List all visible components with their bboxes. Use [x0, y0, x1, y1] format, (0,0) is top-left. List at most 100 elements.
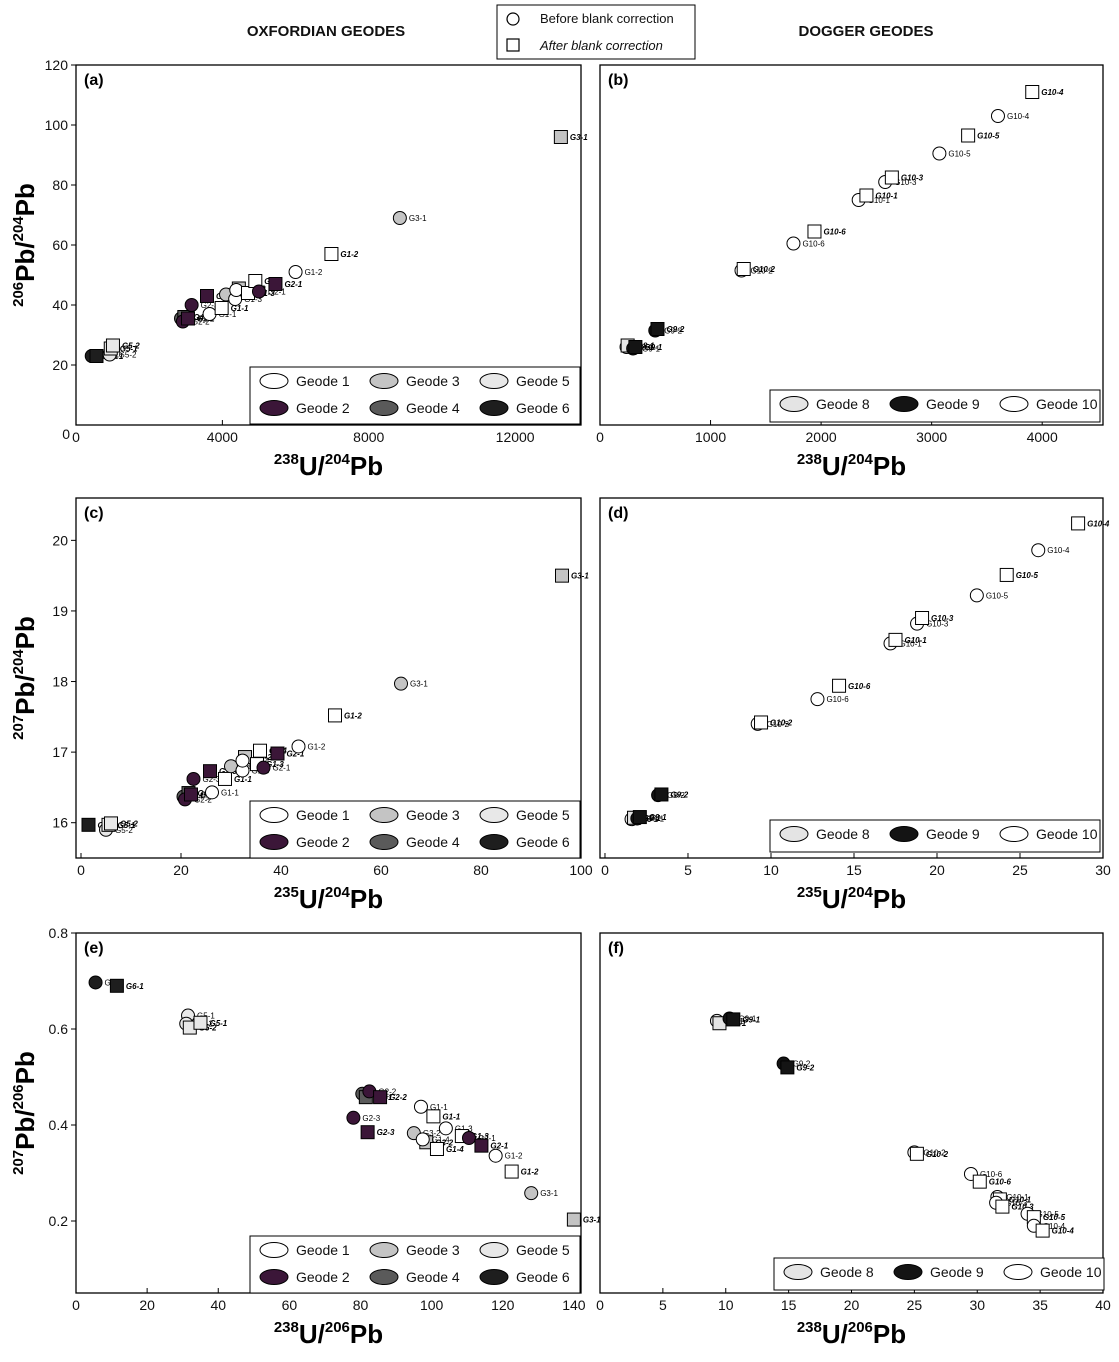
legend-frame	[249, 800, 581, 859]
point-label: G9-2	[664, 327, 682, 336]
legend-swatch	[369, 834, 399, 850]
after-point	[474, 1138, 489, 1153]
panel-f: 0510152025303540(f)238U/206PbG8-1G8-1G9-…	[596, 932, 1111, 1349]
legend-label: Geode 9	[926, 396, 980, 412]
legend-label: Geode 3	[406, 373, 460, 389]
point-label: G2-3	[362, 1114, 380, 1123]
point-label: G1-2	[340, 250, 358, 259]
point-label: G5-2	[122, 342, 140, 351]
point-label: G2-1	[478, 1134, 496, 1143]
after-point	[200, 289, 215, 303]
before-point	[186, 771, 201, 786]
after-point	[1071, 516, 1086, 531]
legend-swatch	[999, 826, 1029, 842]
after-point	[324, 247, 339, 261]
point-label: G10-6	[823, 228, 846, 237]
x-axis-label-b-symbol-1: U/	[822, 451, 848, 481]
panel-label-f: (f)	[608, 940, 624, 957]
point-label: G1-1	[221, 788, 239, 797]
after-point	[999, 567, 1014, 582]
x-tick-label: 2000	[806, 429, 837, 445]
legend-label: Geode 5	[516, 807, 570, 823]
panel-d: 0 5 10 15 20 25 30(d)235U/204PbG8-1G8-1G9-1G9-…	[599, 497, 1111, 914]
x-axis-label-f-symbol-2: Pb	[873, 1319, 906, 1349]
legend-swatch	[369, 1269, 399, 1285]
legend-frame	[773, 1257, 1105, 1291]
legend-swatch	[889, 826, 919, 842]
panel-label-a: (a)	[84, 72, 104, 89]
y-axis-label-c-superscript-1: 207	[10, 715, 27, 740]
x-tick-label: 3000	[916, 429, 947, 445]
legend-label: Geode 10	[1036, 396, 1098, 412]
before-point	[229, 283, 244, 297]
point-label: G1-4	[446, 1145, 464, 1154]
x-axis-label-c-symbol-1: U/	[299, 884, 325, 914]
x-axis-label-d-symbol-2: Pb	[873, 884, 906, 914]
top-legend-after-label: After blank correction	[539, 38, 663, 53]
y-axis-label-a-symbol-1: Pb/	[10, 241, 40, 281]
legend-swatch	[479, 400, 509, 416]
x-axis-label-a-symbol-1: U/	[299, 451, 325, 481]
before-point	[88, 975, 103, 990]
before-point	[488, 1148, 503, 1163]
legend-label: Geode 6	[516, 834, 570, 850]
point-label: G1-2	[521, 1168, 539, 1177]
point-label: G3-1	[583, 1216, 601, 1225]
y-tick-label: 17	[52, 744, 68, 760]
point-label: G3-2	[240, 762, 258, 771]
before-point	[288, 265, 303, 279]
legend-label: Geode 10	[1040, 1264, 1102, 1280]
y-tick-label: 0.2	[49, 1213, 69, 1229]
point-label: G10-4	[1047, 546, 1070, 555]
panel-label-e: (e)	[84, 940, 104, 957]
point-label: G2-2	[192, 318, 210, 327]
point-label: G10-1	[1009, 1195, 1032, 1204]
legend-swatch	[783, 1264, 813, 1280]
after-point	[961, 128, 976, 143]
after-point	[426, 1109, 441, 1124]
point-label: G1-3	[455, 1124, 473, 1133]
point-label: G10-3	[926, 620, 949, 629]
y-tick-label: 0.8	[49, 925, 69, 941]
x-axis-label-c-superscript-1: 235	[274, 884, 299, 901]
x-tick-label: 12000	[496, 429, 535, 445]
plot-frame-b	[599, 64, 1104, 426]
legend-label: Geode 4	[406, 400, 460, 416]
legend-swatch	[369, 1242, 399, 1258]
point-label: G10-1	[868, 196, 891, 205]
x-tick-label: 80	[353, 1297, 369, 1313]
point-label: G10-5	[986, 591, 1009, 600]
point-label: G2-1	[287, 750, 305, 759]
after-point	[780, 1060, 795, 1075]
point-label: G2-2	[389, 1093, 407, 1102]
x-tick-label: 35	[1032, 1297, 1048, 1313]
legend-label: Geode 4	[406, 834, 460, 850]
point-label: G4-1	[193, 313, 211, 322]
legend-d: Geode 8 Geode 9 Geode 10	[769, 819, 1101, 853]
before-point	[786, 236, 801, 251]
x-axis-label-a-superscript-2: 204	[325, 451, 351, 468]
after-point	[553, 130, 568, 144]
point-label: G10-3	[1005, 1199, 1028, 1208]
x-tick-label: 1000	[695, 429, 726, 445]
point-label: G10-6	[848, 682, 871, 691]
y-tick-label: 100	[45, 117, 69, 133]
point-label: G10-2	[753, 265, 776, 274]
x-tick-label: 100	[569, 862, 593, 878]
before-point	[205, 785, 219, 800]
before-point	[524, 1186, 539, 1201]
legend-label: Geode 2	[296, 400, 350, 416]
x-axis-label-d: 235U/204Pb	[797, 884, 906, 914]
legend-frame	[769, 819, 1101, 853]
x-axis-label-e-symbol-1: U/	[299, 1319, 325, 1349]
x-tick-label: 25	[907, 1297, 923, 1313]
after-point	[81, 817, 96, 832]
y-axis-label-a: 206Pb/204Pb	[10, 183, 40, 307]
after-point	[193, 1015, 208, 1030]
point-label: G10-4	[1052, 1227, 1075, 1236]
after-point	[373, 1090, 388, 1105]
point-label: G10-2	[751, 267, 774, 276]
legend-label: Geode 2	[296, 1269, 350, 1285]
plot-frame-f	[599, 932, 1104, 1294]
point-label: G2-2	[194, 795, 212, 804]
